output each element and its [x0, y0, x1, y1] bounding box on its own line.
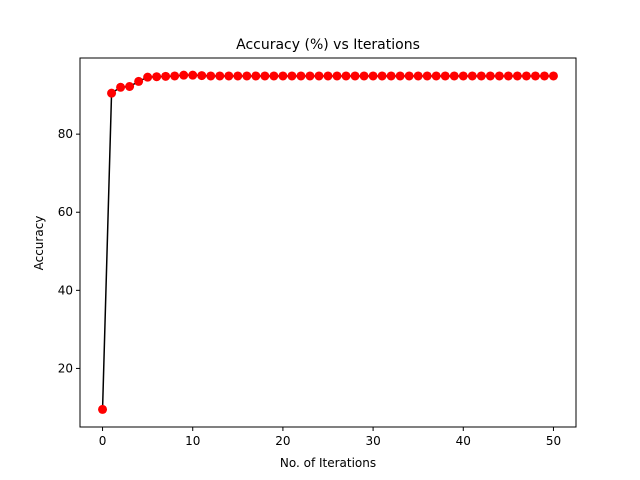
- data-point: [323, 71, 333, 81]
- data-point: [143, 72, 153, 82]
- data-point: [530, 71, 540, 81]
- data-point: [368, 71, 378, 81]
- data-point: [287, 71, 297, 81]
- data-point: [305, 71, 315, 81]
- x-tick-label: 20: [275, 434, 290, 448]
- y-axis: 20 40 60 80: [58, 127, 80, 375]
- data-point: [224, 71, 234, 81]
- data-point: [341, 71, 351, 81]
- data-point: [359, 71, 369, 81]
- data-point: [98, 404, 108, 414]
- data-point: [386, 71, 396, 81]
- data-point: [458, 71, 468, 81]
- data-point: [233, 71, 243, 81]
- data-point: [332, 71, 342, 81]
- x-axis-title: No. of Iterations: [280, 456, 376, 470]
- y-axis-title: Accuracy: [32, 216, 46, 271]
- x-tick-label: 30: [365, 434, 380, 448]
- data-point: [548, 71, 558, 81]
- data-point: [422, 71, 432, 81]
- x-tick-label: 40: [456, 434, 471, 448]
- data-point: [206, 71, 216, 81]
- data-point: [152, 72, 162, 82]
- series-layer: [98, 70, 558, 414]
- plot-area: [79, 57, 577, 428]
- data-point: [539, 71, 549, 81]
- series-line: [101, 74, 554, 410]
- data-point: [440, 71, 450, 81]
- data-point: [107, 88, 117, 98]
- data-point: [377, 71, 387, 81]
- data-point: [476, 71, 486, 81]
- data-point: [260, 71, 270, 81]
- x-axis: 0 10 20 30 40 50: [99, 427, 561, 448]
- data-point: [251, 71, 261, 81]
- x-tick-label: 0: [99, 434, 107, 448]
- data-point: [494, 71, 504, 81]
- data-point: [116, 82, 126, 92]
- data-point: [467, 71, 477, 81]
- data-point: [170, 71, 180, 81]
- data-point: [197, 71, 207, 81]
- data-point: [395, 71, 405, 81]
- data-point: [404, 71, 414, 81]
- data-point: [431, 71, 441, 81]
- x-tick-label: 50: [546, 434, 561, 448]
- x-tick-label: 10: [185, 434, 200, 448]
- data-point: [215, 71, 225, 81]
- data-point: [278, 71, 288, 81]
- data-point: [269, 71, 279, 81]
- y-tick-label: 80: [58, 127, 73, 141]
- y-tick-label: 20: [58, 361, 73, 375]
- data-point: [161, 71, 171, 81]
- plot-frame: [79, 57, 577, 428]
- data-point: [188, 70, 198, 80]
- y-tick-label: 60: [58, 205, 73, 219]
- data-point: [242, 71, 252, 81]
- data-point: [350, 71, 360, 81]
- data-point: [512, 71, 522, 81]
- data-point: [134, 76, 144, 86]
- data-point: [296, 71, 306, 81]
- data-point: [314, 71, 324, 81]
- data-point: [413, 71, 423, 81]
- data-point: [125, 82, 135, 92]
- data-point: [521, 71, 531, 81]
- data-point: [503, 71, 513, 81]
- chart-title: Accuracy (%) vs Iterations: [236, 37, 420, 53]
- y-tick-label: 40: [58, 283, 73, 297]
- data-point: [449, 71, 459, 81]
- data-point: [179, 70, 189, 80]
- data-point: [485, 71, 495, 81]
